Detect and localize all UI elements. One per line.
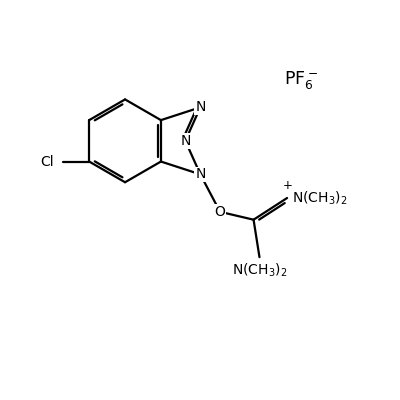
Text: N: N [195, 100, 206, 114]
Text: N(CH$_3$)$_2$: N(CH$_3$)$_2$ [292, 189, 347, 207]
Text: +: + [283, 179, 293, 192]
Text: PF$_6^-$: PF$_6^-$ [284, 69, 318, 91]
Text: N(CH$_3$)$_2$: N(CH$_3$)$_2$ [232, 261, 287, 278]
Text: N: N [195, 167, 206, 181]
Text: Cl: Cl [40, 154, 54, 168]
Text: N: N [180, 134, 190, 148]
Text: O: O [214, 205, 226, 219]
